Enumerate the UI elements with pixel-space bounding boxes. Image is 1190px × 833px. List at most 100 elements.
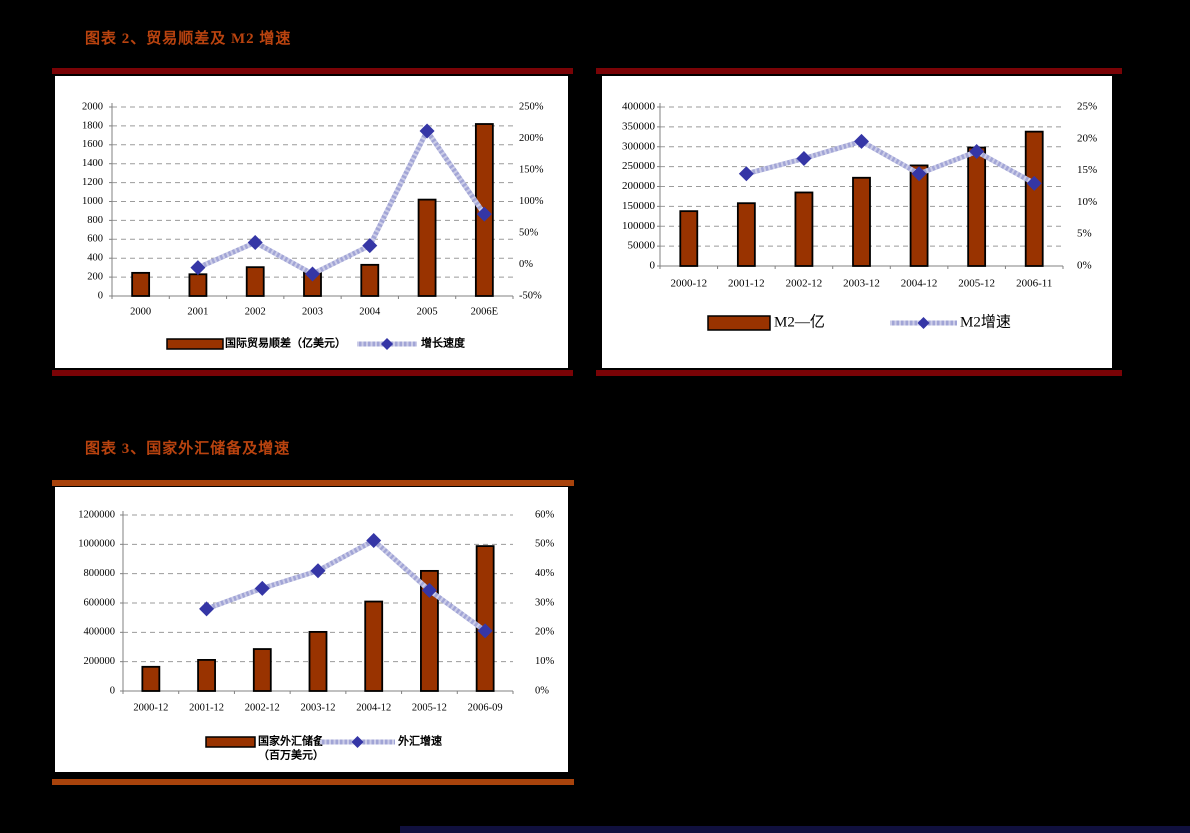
x-axis-category-label: 2003 [302,306,323,317]
left-axis-labels: 0 200 400 600 800 1000 1200 1400 1600 1800 2000 [82,101,103,301]
right-axis-tick-label: 40% [535,568,555,579]
left-axis-tick-label: 1400 [82,158,103,169]
x-axis-labels: 2000-12 2001-12 2002-12 2003-12 2004-12 2005-… [670,278,1052,290]
legend-bar-swatch [205,736,256,748]
x-axis-category-label: 2006E [471,306,498,317]
right-axis-tick-label: 20% [1077,132,1097,144]
x-axis-category-label: 2005-12 [412,702,447,713]
figure-3-rule-bottom [52,779,574,785]
bar [679,210,699,267]
x-axis-category-label: 2000 [130,306,151,317]
left-axis-tick-label: 800 [87,215,103,226]
x-axis-category-label: 2002 [245,306,266,317]
right-axis-tick-label: 50% [535,539,555,550]
left-axis-tick-label: 800000 [84,568,116,579]
right-axis-tick-label: 150% [519,164,544,175]
x-axis-category-label: 2003-12 [301,702,336,713]
figure-3-rule-top [52,480,574,486]
bar [909,164,929,267]
right-axis-tick-label: 25% [1077,101,1097,113]
left-axis-tick-label: 200000 [622,180,656,192]
legend-label: （百万美元） [258,748,324,762]
left-axis-tick-label: 600 [87,234,103,245]
left-axis-tick-label: 1200 [82,177,103,188]
growth-line [738,133,1042,191]
figure-3-title: 图表 3、国家外汇储备及增速 [85,441,291,457]
left-axis-labels: 0 200000 400000 600000 800000 1000000 1200000 [78,509,115,696]
x-axis-category-label: 2003-12 [843,278,880,290]
bar [794,191,814,267]
growth-line-ribbon [745,138,1036,186]
left-axis-tick-label: 400000 [84,627,116,638]
diamond-marker [247,234,263,250]
left-axis-tick-label: 0 [98,290,103,301]
legend: 国家外汇储备（百万美元） 外汇增速 [205,734,442,762]
growth-line [190,123,492,282]
figure-2-right-rule-bottom [596,370,1122,376]
bar [245,266,265,297]
x-axis-category-label: 2004 [359,306,381,317]
x-axis-category-label: 2000-12 [133,702,168,713]
diamond-marker [477,623,493,639]
left-axis-tick-label: 600000 [84,597,116,608]
x-axis-category-label: 2001-12 [189,702,224,713]
bar [1024,130,1044,267]
left-axis-tick-label: 2000 [82,101,103,112]
x-axis-labels: 2000 2001 2002 2003 2004 2005 2006E [130,306,498,317]
right-axis-tick-label: 250% [519,101,544,112]
diamond-marker [190,260,206,276]
legend-label: M2增速 [960,313,1011,330]
bar [197,659,216,692]
figure-2-left-rule-bottom [52,370,573,376]
right-axis-labels: 0% 10% 20% 30% 40% 50% 60% [535,509,555,696]
trade-surplus-chart-canvas: 0 200 400 600 800 1000 1200 1400 1600 1800 2000 -50… [82,101,544,350]
left-axis-tick-label: 350000 [622,120,656,132]
legend-label: 国家外汇储备 [258,734,325,748]
diamond-marker [199,601,215,617]
legend-label: 增长速度 [421,336,466,350]
x-axis-category-label: 2002-12 [245,702,280,713]
diamond-marker [254,580,270,596]
right-axis-tick-label: 15% [1077,164,1097,176]
legend-diamond-marker [351,736,364,748]
legend: 国际贸易顺差（亿美元） 增长速度 [166,336,466,350]
diamond-marker [854,133,869,149]
left-axis-tick-label: 1000 [82,196,103,207]
right-axis-tick-label: 10% [1077,196,1097,208]
x-axis-category-label: 2001-12 [728,278,765,290]
legend-diamond-marker [381,338,393,350]
diamond-marker [911,166,927,182]
left-axis-tick-label: 1600 [82,139,103,150]
x-axis-labels: 2000-12 2001-12 2002-12 2003-12 2004-12 2005-… [133,702,502,713]
diamond-marker [305,266,320,282]
right-axis-tick-label: 30% [535,597,555,608]
figure-2-trade-surplus-panel: 0 200 400 600 800 1000 1200 1400 1600 1800 2000 -50… [55,76,568,368]
bar [736,202,756,267]
fx-reserves-chart-canvas: 0200000400000600000800000100000012000000… [78,509,555,762]
left-axis-tick-label: 1200000 [78,509,115,520]
legend-label: M2—亿 [774,313,825,330]
figure-3-fx-reserves-panel: 0 200000 400000 600000 800000 1000000 1200000 0… [55,487,568,772]
diamond-marker [366,533,382,549]
left-axis-tick-label: 0 [110,685,115,696]
x-axis-category-label: 2002-12 [786,278,823,290]
bar [852,176,871,267]
bar [420,569,439,692]
left-axis-tick-label: 0 [650,260,656,272]
right-axis-labels: -50% 0% 50% 100% 150% 200% 250% [519,101,544,301]
x-axis-category-label: 2005 [417,306,438,317]
figure-2-left-rule-top [52,68,573,74]
bar [141,665,161,692]
legend-bar-swatch [707,315,771,331]
bar [131,271,151,297]
bar [417,198,437,297]
bar [364,600,384,692]
diamond-marker [310,563,326,579]
left-axis-tick-label: 400 [87,253,103,264]
right-axis-tick-label: 5% [1077,228,1092,240]
left-axis-tick-label: 150000 [622,200,656,212]
diamond-marker [362,238,378,254]
legend: M2—亿 M2增速 [707,313,1011,331]
legend-label: 国际贸易顺差（亿美元） [225,336,346,350]
growth-line-texture [205,537,487,633]
